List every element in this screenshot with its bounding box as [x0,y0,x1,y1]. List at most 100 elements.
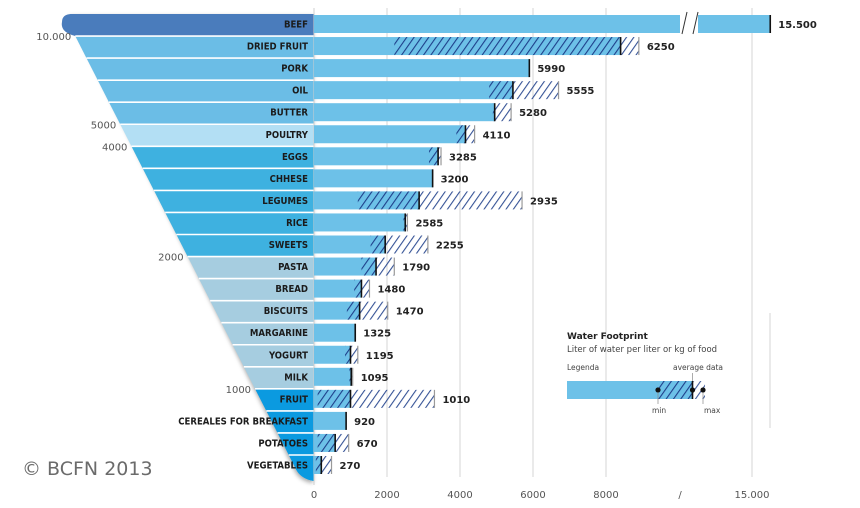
value-label: 3200 [441,174,469,185]
value-label: 6250 [647,42,675,53]
avg-max-hatch [405,213,408,232]
legend-min-label: min [652,406,666,415]
min-avg-hatch [345,345,351,364]
category-label: SWEETS [269,240,308,251]
bar-row: CHHESE 3200 [270,169,469,188]
avg-max-hatch [494,103,512,122]
bar [314,323,356,342]
funnel-band [153,190,314,213]
value-label: 1480 [377,285,405,296]
category-label: YOGURT [268,350,308,361]
min-avg-hatch [370,235,386,254]
funnel-band [142,168,314,191]
funnel-band [221,322,314,345]
axis-break-mark [692,11,699,35]
legend-subtitle: Liter of water per liter or kg of food [567,345,717,355]
axis-break-mark [681,11,688,35]
min-avg-hatch [428,147,439,166]
min-avg-hatch [354,279,362,298]
category-label: BUTTER [270,108,308,119]
x-tick-label: 8000 [593,490,618,501]
funnel-band [108,102,314,125]
bar-row: POULTRY 4110 [266,125,511,144]
bar-row: YOGURT 1195 [268,345,394,364]
min-avg-hatch [361,257,377,276]
funnel-band [75,36,314,59]
bar-continued [698,15,771,33]
value-label: 670 [357,439,378,450]
category-label: POULTRY [266,130,309,141]
min-avg-hatch [346,301,360,320]
min-avg-hatch [317,389,351,408]
funnel-band [187,256,314,279]
legend-avg-max-hatch [693,381,705,399]
value-label: 5280 [519,108,547,119]
avg-max-hatch [361,279,370,298]
avg-max-hatch [620,37,639,56]
avg-max-hatch [335,433,349,452]
legend: Water Footprint Liter of water per liter… [567,313,771,428]
bar-row: OIL 5555 [292,81,594,100]
avg-max-hatch [419,191,523,210]
bar-row: LEGUMES 2935 [262,191,558,210]
bar-row: MILK 1095 [284,367,389,386]
min-avg-hatch [403,213,406,232]
bar-row: BREAD 1480 [275,279,405,298]
bar-row: POTATOES 670 [258,433,378,452]
bar-row: PASTA 1790 [278,257,430,276]
funnel-band [61,14,314,37]
category-label: CHHESE [270,174,309,185]
bar-row: RICE 2585 [286,213,443,232]
legend-average-label: average data [673,363,723,372]
funnel-band [266,410,314,433]
bar [314,213,406,232]
legend-max-label: max [704,406,721,415]
funnel-band [255,388,314,411]
category-label: FRUIT [280,394,309,405]
funnel-band [97,80,314,103]
category-label: DRIED FRUIT [247,42,308,53]
funnel-tick-label: 10.000 [36,32,71,43]
value-label: 1790 [402,263,430,274]
x-tick-label: / [678,490,682,501]
min-avg-hatch [357,191,420,210]
value-label: 920 [354,417,375,428]
legend-max-dot [700,387,706,393]
category-label: BREAD [275,284,308,295]
funnel-band [232,344,314,367]
x-tick-label: 2000 [374,490,399,501]
value-label: 270 [340,461,361,472]
avg-max-hatch [350,345,358,364]
bar-row: BUTTER 5280 [270,103,547,122]
value-label: 4110 [483,130,511,141]
funnel-band [120,124,314,147]
bar-row: SWEETS 2255 [269,235,464,254]
bar-row: BEEF 15.500 [284,11,817,35]
value-label: 5990 [537,64,565,75]
bar-row: FRUIT 1010 [280,389,470,408]
bar [314,235,386,254]
rows: BEEF 15.500 DRIED FRUIT 6250 PORK 5990 OIL 5555… [178,11,817,474]
avg-max-hatch [359,301,388,320]
funnel-tick-label: 2000 [158,253,183,264]
funnel-shape [61,14,314,482]
bar [314,103,495,122]
value-label: 3285 [449,152,477,163]
bar [314,257,377,276]
category-label: VEGETABLES [247,461,308,472]
bar [314,125,466,144]
funnel-band [277,432,314,455]
bar [314,15,680,33]
avg-max-hatch [385,235,428,254]
bar-row: BISCUITS 1470 [264,301,424,320]
legend-heading: Legenda [567,363,599,372]
category-label: EGGS [282,152,308,163]
avg-max-hatch [512,81,559,100]
value-label: 1095 [361,373,389,384]
category-label: LEGUMES [262,196,308,207]
bar-row: EGGS 3285 [282,147,477,166]
min-avg-hatch [394,37,621,56]
category-label: OIL [292,86,308,97]
bar [314,345,351,364]
